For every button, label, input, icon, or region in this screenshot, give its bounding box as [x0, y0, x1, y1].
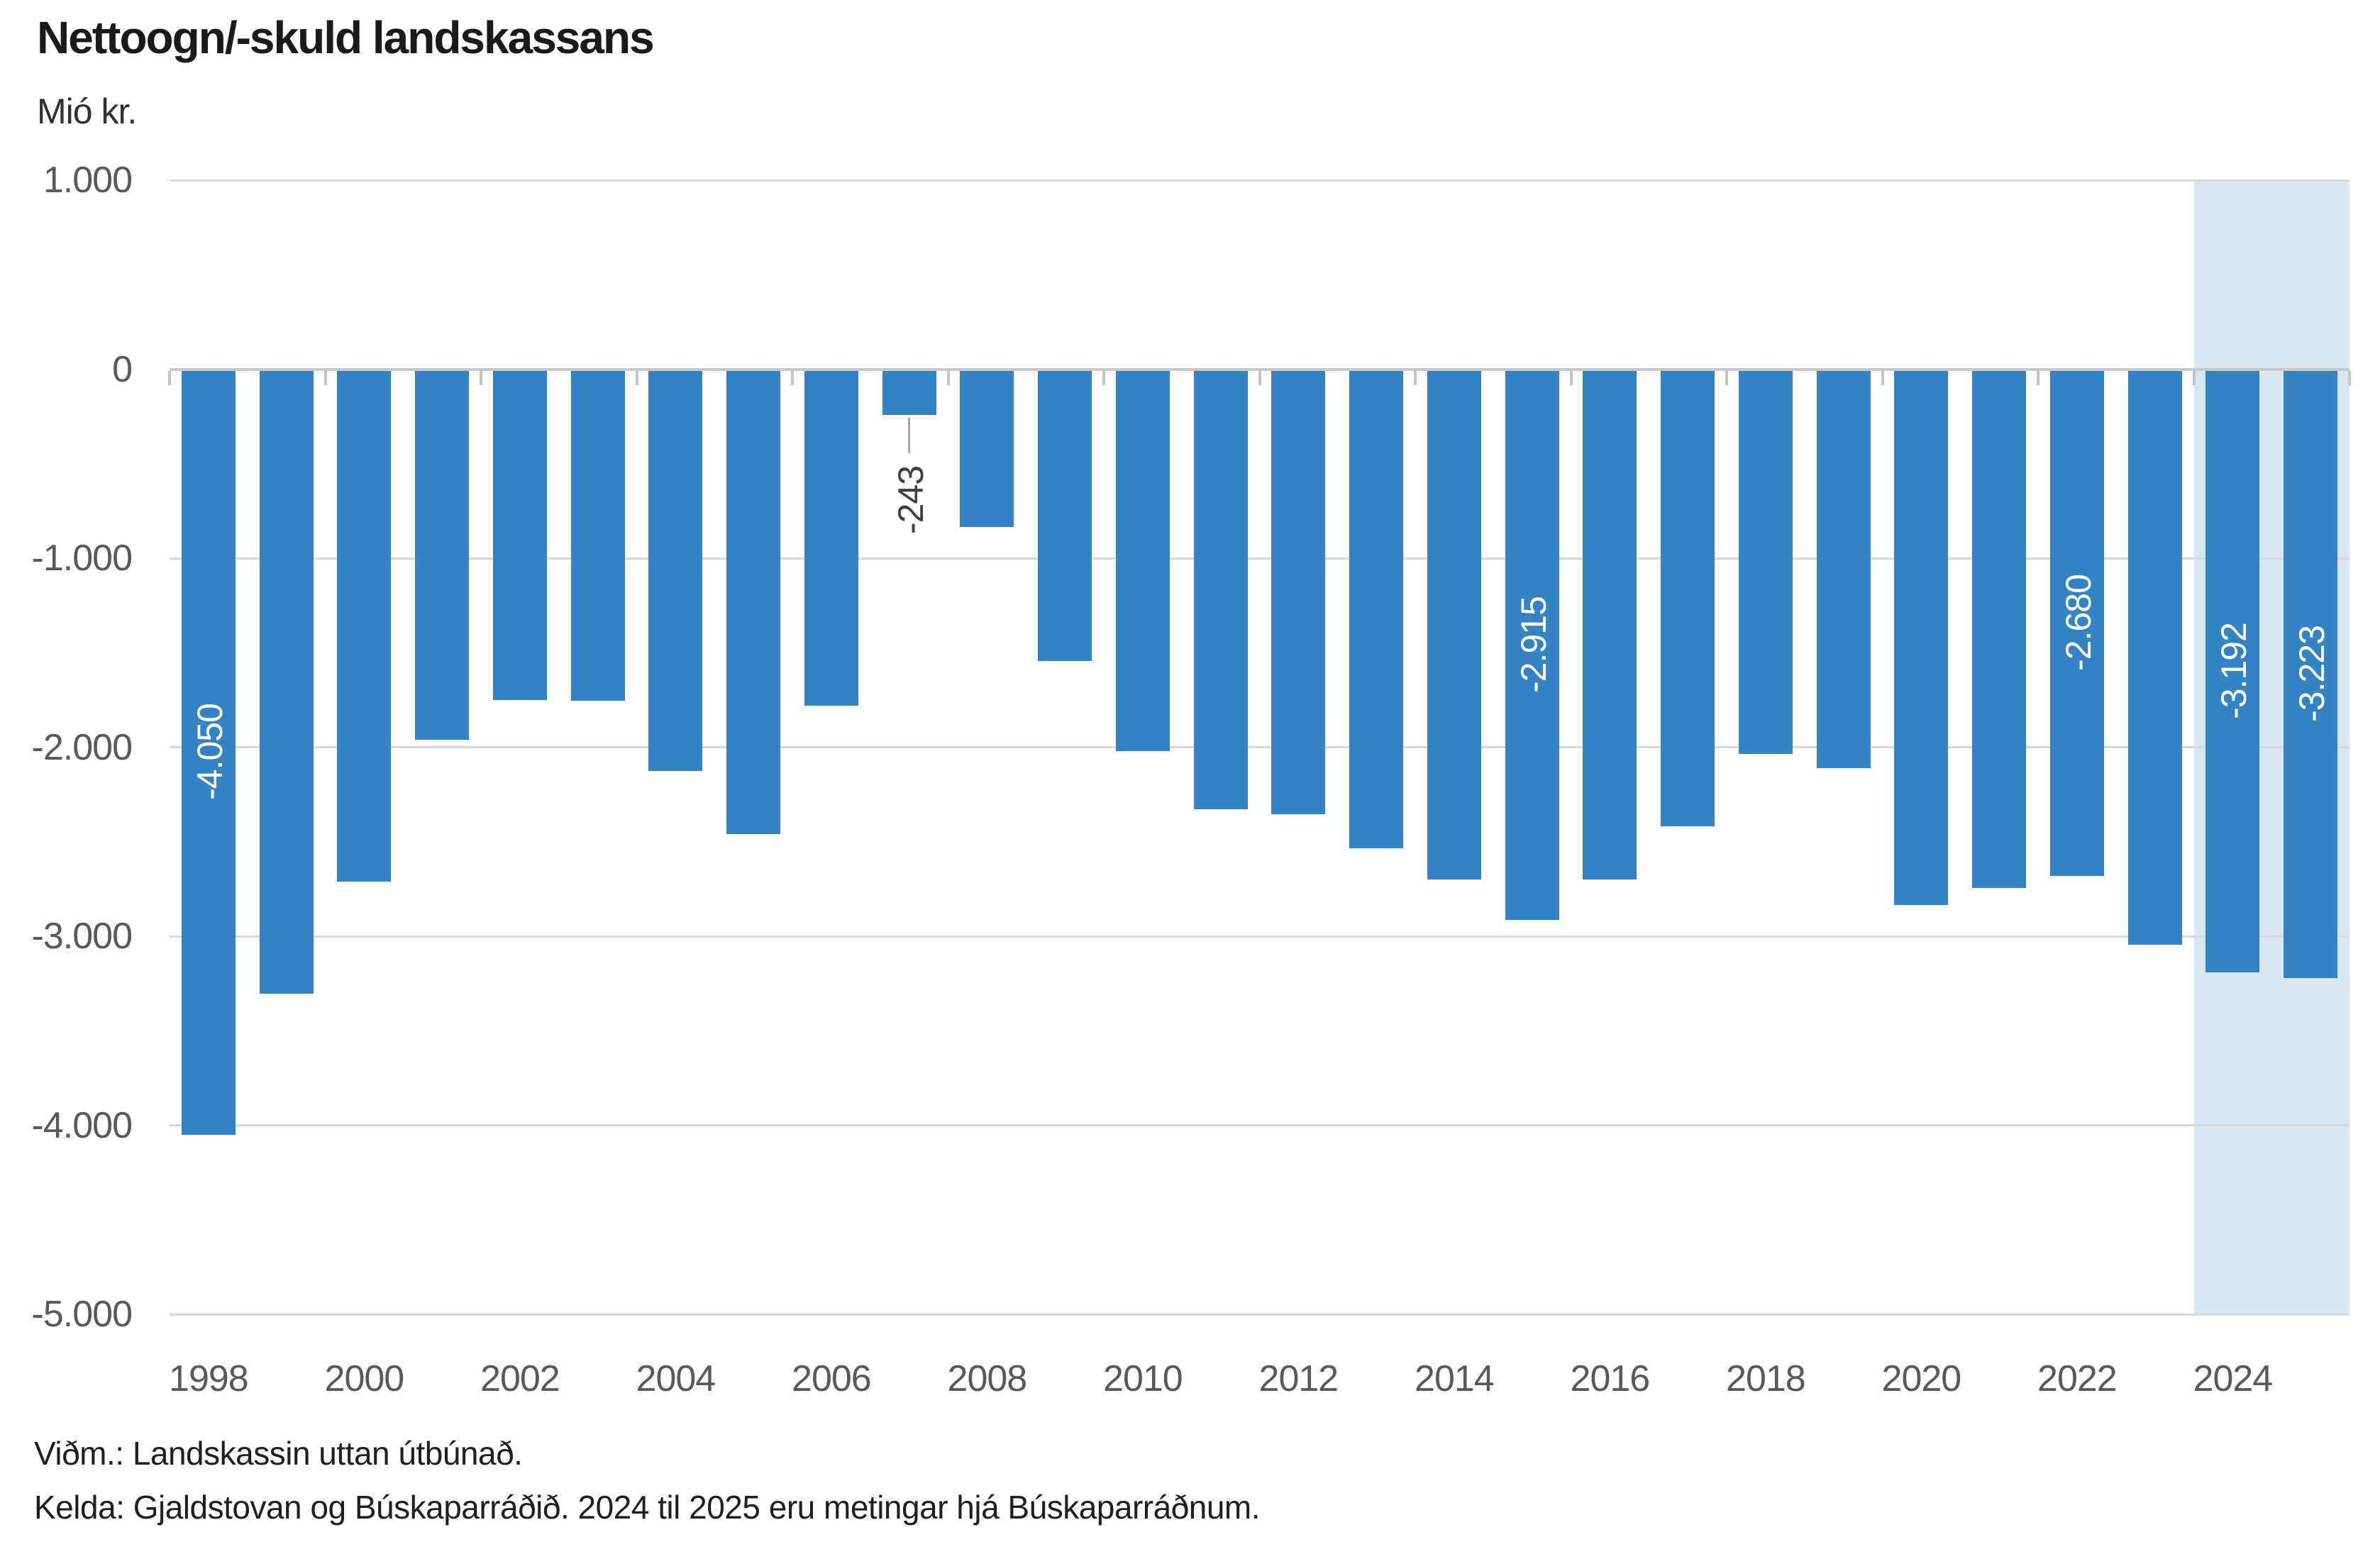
chart-bar	[1738, 370, 1793, 754]
axis-tick	[1258, 370, 1261, 385]
chart-bar	[2127, 370, 2182, 945]
gridline	[170, 1313, 2349, 1316]
axis-tick	[1414, 370, 1417, 385]
x-axis-tick-label: 2022	[2037, 1358, 2118, 1399]
chart-bar	[337, 370, 392, 882]
y-axis-tick-label: -5.000	[31, 1294, 133, 1335]
chart-bar	[2049, 370, 2104, 876]
bar-value-label: -2.915	[1513, 596, 1554, 693]
chart-bar	[1583, 370, 1637, 880]
footnote-line: Viðm.: Landskassin uttan útbúnað.	[34, 1435, 523, 1472]
chart-bar	[1661, 370, 1715, 827]
axis-tick	[323, 370, 327, 385]
leader-line	[908, 418, 911, 454]
axis-tick	[2192, 370, 2196, 385]
chart-bar	[1816, 370, 1871, 768]
axis-tick	[1881, 370, 1884, 385]
axis-tick	[2037, 370, 2039, 385]
x-axis-tick-label: 2004	[636, 1358, 716, 1399]
axis-tick	[1725, 370, 1728, 385]
axis-tick	[1102, 370, 1105, 385]
x-axis-tick-label: 2006	[792, 1358, 872, 1399]
x-axis-tick-label: 2018	[1726, 1358, 1806, 1399]
axis-unit-label: Mió kr.	[37, 91, 137, 131]
bar-value-label: -4.050	[189, 704, 230, 801]
axis-tick	[480, 370, 482, 385]
gridline	[170, 746, 2349, 748]
x-axis-tick-label: 2008	[947, 1358, 1028, 1399]
zero-axis-line	[170, 367, 2349, 371]
axis-tick	[2348, 370, 2351, 385]
bar-value-label: -3.192	[2214, 622, 2254, 719]
bar-value-label: -2.680	[2058, 574, 2098, 671]
chart-bar	[1115, 370, 1170, 751]
chart-bar	[415, 370, 470, 740]
chart-bar	[2284, 370, 2338, 979]
x-axis-tick-label: 2024	[2193, 1358, 2274, 1399]
chart-bar	[1271, 370, 1326, 815]
axis-tick	[635, 370, 638, 385]
chart-bar	[804, 370, 858, 706]
bar-value-label: -3.223	[2292, 626, 2332, 722]
chart-bar	[1427, 370, 1481, 880]
chart-bar	[1505, 370, 1559, 921]
x-axis-tick-label: 2002	[480, 1358, 560, 1399]
page-title: Nettoogn/-skuld landskassans	[37, 12, 655, 63]
axis-tick	[168, 370, 171, 385]
footnote-line: Kelda: Gjaldstovan og Búskaparráðið. 202…	[34, 1489, 1261, 1526]
y-axis-tick-label: -4.000	[31, 1104, 133, 1146]
axis-tick	[1569, 370, 1573, 385]
chart-bar	[181, 370, 236, 1135]
x-axis-tick-label: 2012	[1258, 1358, 1339, 1399]
x-axis-tick-label: 2016	[1570, 1358, 1651, 1399]
y-axis-tick-label: 1.000	[43, 160, 133, 201]
chart-bar	[1972, 370, 2027, 889]
chart-bar	[726, 370, 781, 835]
y-axis-tick-label: -2.000	[31, 726, 133, 768]
chart-bar	[259, 370, 314, 994]
axis-tick	[946, 370, 950, 385]
gridline	[170, 179, 2349, 182]
chart-bar	[492, 370, 547, 700]
gridline	[170, 557, 2349, 560]
y-axis-tick-label: -1.000	[31, 538, 133, 579]
chart-bar	[1349, 370, 1404, 849]
x-axis-tick-label: 2000	[324, 1358, 405, 1399]
chart-bar	[570, 370, 625, 701]
chart-bar	[1038, 370, 1092, 662]
chart-bar	[1193, 370, 1248, 810]
x-axis-tick-label: 1998	[169, 1358, 249, 1399]
x-axis-tick-label: 2014	[1415, 1358, 1495, 1399]
chart-bar	[648, 370, 703, 771]
chart-bar	[1894, 370, 1949, 906]
x-axis-tick-label: 2020	[1881, 1358, 1962, 1399]
chart-bar	[2205, 370, 2260, 973]
bar-value-label: -243	[890, 466, 931, 535]
y-axis-tick-label: -3.000	[31, 916, 133, 957]
chart-bar	[960, 370, 1014, 528]
chart-bar	[882, 370, 936, 416]
gridline	[170, 935, 2349, 938]
y-axis-tick-label: 0	[112, 348, 133, 390]
axis-tick	[791, 370, 794, 385]
gridline	[170, 1124, 2349, 1126]
x-axis-tick-label: 2010	[1103, 1358, 1183, 1399]
